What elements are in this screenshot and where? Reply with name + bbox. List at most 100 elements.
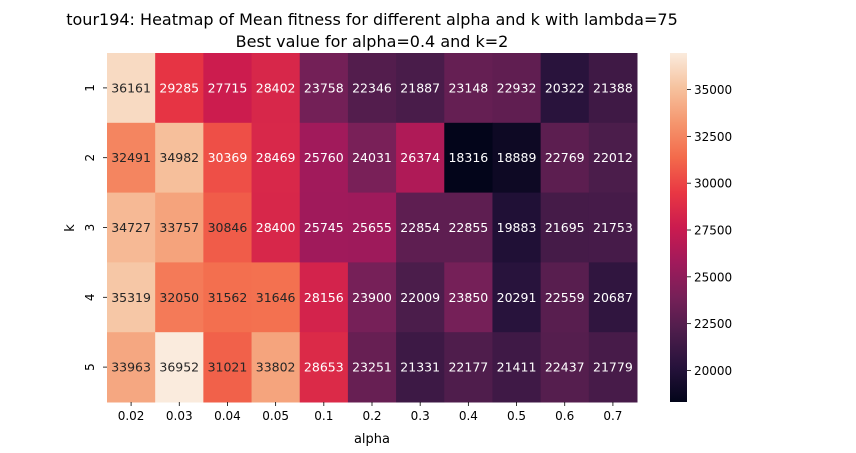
heatmap-cell bbox=[492, 53, 542, 124]
cell-value-label: 36952 bbox=[159, 360, 199, 375]
heatmap-cell bbox=[251, 192, 301, 263]
cell-value-label: 31562 bbox=[208, 290, 248, 305]
heatmap-cell bbox=[251, 53, 301, 124]
cell-value-label: 24031 bbox=[352, 150, 392, 165]
heatmap-cell bbox=[155, 192, 204, 263]
cell-value-label: 22177 bbox=[448, 360, 488, 375]
heatmap-cell bbox=[155, 332, 204, 403]
cell-value-label: 34727 bbox=[111, 220, 151, 235]
cell-value-label: 21388 bbox=[593, 80, 633, 95]
colorbar-tick-label: 22500 bbox=[694, 317, 732, 331]
y-tick-label: 3 bbox=[83, 224, 97, 232]
cell-value-label: 31021 bbox=[208, 360, 248, 375]
cell-value-label: 22769 bbox=[545, 150, 585, 165]
heatmap-cell bbox=[107, 262, 156, 333]
cell-value-label: 21779 bbox=[593, 360, 633, 375]
cell-value-label: 28402 bbox=[256, 80, 296, 95]
cell-value-label: 21753 bbox=[593, 220, 633, 235]
heatmap-cell bbox=[299, 192, 349, 263]
heatmap-cells: 36161 29285 27715 28402 23758 22346 21887 23148… bbox=[107, 53, 638, 403]
heatmap-cell bbox=[107, 192, 156, 263]
heatmap-cell bbox=[347, 122, 397, 194]
heatmap-cell bbox=[347, 53, 397, 124]
colorbar-tick-label: 20000 bbox=[694, 364, 732, 378]
x-tick-label: 0.7 bbox=[603, 409, 622, 423]
y-tick-label: 1 bbox=[83, 84, 97, 92]
cell-value-label: 28469 bbox=[256, 150, 296, 165]
cell-value-label: 22012 bbox=[593, 150, 633, 165]
heatmap-cell bbox=[203, 332, 253, 403]
heatmap-cell bbox=[299, 122, 349, 194]
heatmap-cell bbox=[396, 122, 445, 194]
cell-value-label: 28400 bbox=[256, 220, 296, 235]
heatmap-cell bbox=[396, 262, 445, 333]
heatmap-cell bbox=[251, 332, 301, 403]
heatmap-cell bbox=[203, 53, 253, 124]
cell-value-label: 21887 bbox=[400, 80, 440, 95]
cell-value-label: 22932 bbox=[497, 80, 537, 95]
heatmap-cell bbox=[251, 122, 301, 194]
heatmap-cell bbox=[203, 122, 253, 194]
cell-value-label: 23251 bbox=[352, 360, 392, 375]
heatmap-cell bbox=[444, 53, 493, 124]
y-tick-label: 4 bbox=[83, 293, 97, 301]
cell-value-label: 22854 bbox=[400, 220, 440, 235]
heatmap-cell bbox=[155, 122, 204, 194]
heatmap-cell bbox=[540, 262, 590, 333]
heatmap-cell bbox=[492, 262, 542, 333]
cell-value-label: 33802 bbox=[256, 360, 296, 375]
heatmap-cell bbox=[444, 262, 493, 333]
heatmap-cell bbox=[540, 192, 590, 263]
cell-value-label: 21331 bbox=[400, 360, 440, 375]
cell-value-label: 25655 bbox=[352, 220, 392, 235]
heatmap-cell bbox=[347, 332, 397, 403]
cell-value-label: 23758 bbox=[304, 80, 344, 95]
heatmap-cell bbox=[107, 53, 156, 124]
heatmap-cell bbox=[540, 122, 590, 194]
x-tick-label: 0.1 bbox=[314, 409, 333, 423]
cell-value-label: 29285 bbox=[159, 80, 199, 95]
heatmap-cell bbox=[492, 192, 542, 263]
cell-value-label: 21695 bbox=[545, 220, 585, 235]
cell-value-label: 32491 bbox=[111, 150, 151, 165]
x-tick-label: 0.4 bbox=[459, 409, 478, 423]
cell-value-label: 30369 bbox=[208, 150, 248, 165]
cell-value-label: 25745 bbox=[304, 220, 344, 235]
heatmap-cell bbox=[155, 262, 204, 333]
cell-value-label: 36161 bbox=[111, 80, 151, 95]
x-tick-label: 0.04 bbox=[214, 409, 241, 423]
cell-value-label: 18316 bbox=[448, 150, 488, 165]
cell-value-label: 27715 bbox=[208, 80, 248, 95]
cell-value-label: 22559 bbox=[545, 290, 585, 305]
x-tick-label: 0.6 bbox=[555, 409, 574, 423]
x-tick-label: 0.03 bbox=[166, 409, 193, 423]
cell-value-label: 22346 bbox=[352, 80, 392, 95]
cell-value-label: 20322 bbox=[545, 80, 585, 95]
heatmap-cell bbox=[588, 53, 638, 124]
y-axis-label: k bbox=[63, 224, 78, 232]
cell-value-label: 20291 bbox=[497, 290, 537, 305]
colorbar-gradient bbox=[670, 53, 687, 402]
heatmap-cell bbox=[299, 53, 349, 124]
cell-value-label: 23148 bbox=[448, 80, 488, 95]
cell-value-label: 33757 bbox=[159, 220, 199, 235]
cell-value-label: 20687 bbox=[593, 290, 633, 305]
cell-value-label: 21411 bbox=[497, 360, 537, 375]
cell-value-label: 34982 bbox=[159, 150, 199, 165]
heatmap-cell bbox=[444, 192, 493, 263]
heatmap-cell bbox=[299, 332, 349, 403]
heatmap-cell bbox=[107, 122, 156, 194]
x-tick-label: 0.2 bbox=[362, 409, 381, 423]
heatmap-cell bbox=[492, 122, 542, 194]
colorbar-tick-label: 32500 bbox=[694, 130, 732, 144]
heatmap-cell bbox=[588, 122, 638, 194]
cell-value-label: 30846 bbox=[208, 220, 248, 235]
heatmap-cell bbox=[444, 332, 493, 403]
chart-subtitle: Best value for alpha=0.4 and k=2 bbox=[236, 32, 509, 51]
heatmap-cell bbox=[203, 192, 253, 263]
heatmap-cell bbox=[588, 262, 638, 333]
cell-value-label: 26374 bbox=[400, 150, 440, 165]
cell-value-label: 35319 bbox=[111, 290, 151, 305]
heatmap-cell bbox=[540, 53, 590, 124]
